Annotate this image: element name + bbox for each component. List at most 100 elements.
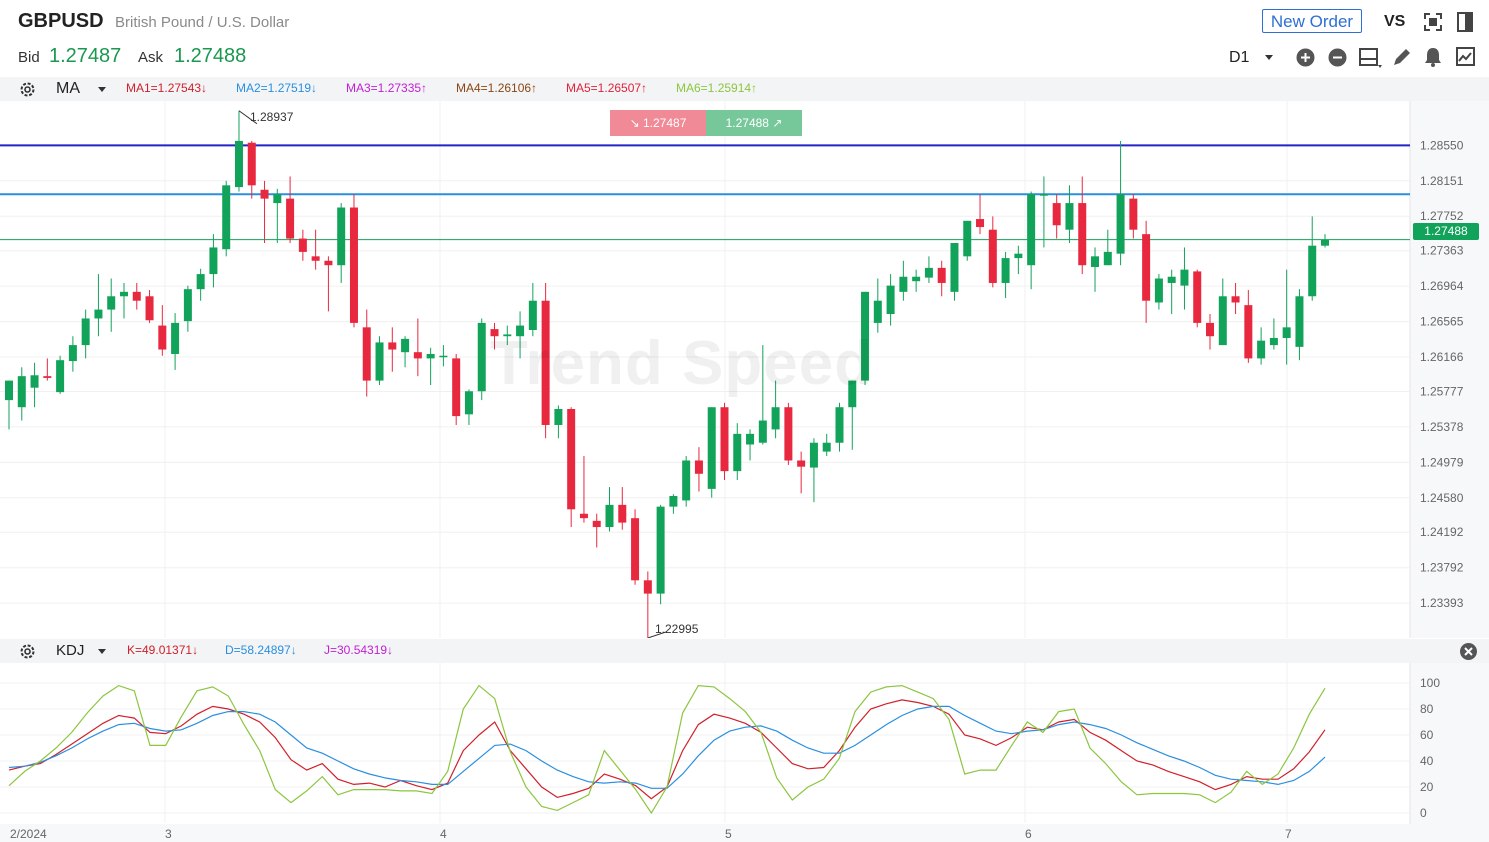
candle-body bbox=[107, 296, 116, 310]
candle-body bbox=[56, 360, 65, 393]
chevron-down-icon[interactable] bbox=[97, 86, 107, 93]
fullscreen-icon[interactable] bbox=[1424, 13, 1442, 31]
x-tick-label: 6 bbox=[1025, 827, 1032, 841]
buy-price-box[interactable]: 1.27488 ↗ bbox=[706, 110, 802, 136]
plot-area bbox=[0, 101, 1410, 638]
kdj-chart[interactable]: 100 80 60 40 20 0 2/2024 3 4 5 6 7 bbox=[0, 663, 1489, 842]
candle-body bbox=[937, 267, 946, 283]
y-tick-label: 1.25777 bbox=[1420, 385, 1464, 399]
candle-body bbox=[1065, 203, 1074, 230]
chevron-down-icon[interactable] bbox=[1264, 54, 1274, 62]
candle-body bbox=[809, 442, 818, 468]
new-order-button[interactable]: New Order bbox=[1262, 9, 1362, 33]
candle-body bbox=[337, 207, 346, 266]
x-tick-label: 4 bbox=[440, 827, 447, 841]
sell-price-box[interactable]: ↘ 1.27487 bbox=[610, 110, 706, 136]
candle-body bbox=[183, 289, 192, 322]
candle-body bbox=[656, 506, 665, 594]
candle-body bbox=[324, 260, 333, 266]
candle-body bbox=[119, 291, 128, 297]
candle-body bbox=[1154, 278, 1163, 303]
draw-pencil-icon[interactable] bbox=[1392, 48, 1410, 67]
kdj-indicator-select[interactable]: KDJ bbox=[56, 642, 85, 659]
y-tick-label: 1.27363 bbox=[1420, 244, 1464, 258]
panel-toggle-icon[interactable] bbox=[1457, 12, 1473, 32]
buy-arrow-icon: ↗ bbox=[772, 116, 783, 130]
kdj-settings-gear-icon[interactable] bbox=[19, 643, 36, 660]
y-tick-label: 1.24979 bbox=[1420, 455, 1464, 469]
kdj-series-j bbox=[8, 684, 1326, 815]
candle-body bbox=[912, 276, 921, 282]
candle-body bbox=[682, 460, 691, 501]
ma-settings-gear-icon[interactable] bbox=[19, 81, 36, 98]
kdj-y-tick-label: 80 bbox=[1420, 702, 1434, 716]
x-tick-label: 3 bbox=[165, 827, 172, 841]
candle-body bbox=[950, 243, 959, 292]
candle-body bbox=[1308, 245, 1317, 297]
candle-body bbox=[618, 504, 627, 523]
bid-value: 1.27487 bbox=[49, 45, 122, 67]
candle-body bbox=[1091, 256, 1100, 267]
kdj-axis bbox=[1410, 663, 1489, 842]
high-marker-line bbox=[238, 110, 258, 125]
candle-body bbox=[1116, 194, 1125, 254]
candle-body bbox=[631, 518, 640, 581]
candle-body bbox=[1295, 296, 1304, 347]
candle-body bbox=[286, 198, 295, 239]
candle-body bbox=[388, 342, 397, 350]
price-chart[interactable]: 1.28550 1.28151 1.27752 1.27363 1.26964 1.265… bbox=[0, 101, 1489, 638]
candle-body bbox=[592, 520, 601, 528]
x-tick-label: 7 bbox=[1285, 827, 1292, 841]
candle-body bbox=[311, 256, 320, 261]
candle-body bbox=[260, 189, 269, 199]
candle-body bbox=[1001, 258, 1010, 283]
candle-body bbox=[426, 353, 435, 359]
chart-type-icon[interactable] bbox=[1359, 47, 1383, 69]
candle-body bbox=[477, 322, 486, 392]
zoom-in-icon[interactable] bbox=[1296, 48, 1315, 67]
ma-indicator-select[interactable]: MA bbox=[56, 80, 80, 97]
candle-body bbox=[5, 380, 13, 401]
ma-indicator-bar: MA MA1=1.27543↓ MA2=1.27519↓ MA3=1.27335… bbox=[0, 77, 1489, 101]
kdj-j-value: J=30.54319↓ bbox=[324, 643, 394, 657]
indicator-chart-icon[interactable] bbox=[1456, 47, 1476, 67]
candle-body bbox=[1231, 296, 1240, 303]
timeframe-select[interactable]: D1 bbox=[1229, 49, 1250, 66]
candle-body bbox=[1193, 271, 1202, 323]
candle-body bbox=[1218, 296, 1227, 346]
candle-body bbox=[886, 285, 895, 315]
header-bar: GBPUSD British Pound / U.S. Dollar Bid 1… bbox=[0, 0, 1489, 76]
y-tick-label: 1.25378 bbox=[1420, 420, 1464, 434]
candle-body bbox=[720, 407, 729, 472]
last-price-label: 1.27488 bbox=[1413, 223, 1479, 240]
candle-body bbox=[1027, 194, 1036, 266]
kdj-indicator-bar: KDJ K=49.01371↓ D=58.24897↓ J=30.54319↓ bbox=[0, 639, 1489, 663]
x-tick-label: 5 bbox=[725, 827, 732, 841]
candle-body bbox=[401, 338, 410, 353]
y-tick-label: 1.24192 bbox=[1420, 525, 1464, 539]
zoom-out-icon[interactable] bbox=[1328, 48, 1347, 67]
close-icon[interactable] bbox=[1460, 643, 1477, 660]
y-tick-label: 1.26964 bbox=[1420, 279, 1464, 293]
watermark: Trend Speed bbox=[490, 329, 874, 398]
candle-body bbox=[835, 407, 844, 443]
alert-bell-icon[interactable] bbox=[1424, 47, 1442, 67]
candle-body bbox=[733, 433, 742, 472]
candle-body bbox=[899, 276, 908, 292]
candle-body bbox=[222, 185, 231, 250]
candle-body bbox=[822, 442, 831, 452]
ma5-value: MA5=1.26507↑ bbox=[566, 81, 648, 95]
y-tick-label: 1.24580 bbox=[1420, 491, 1464, 505]
candle-body bbox=[963, 220, 972, 257]
vs-button[interactable]: VS bbox=[1384, 13, 1406, 30]
low-price-label: 1.22995 bbox=[655, 622, 699, 636]
chevron-down-icon[interactable] bbox=[97, 648, 107, 655]
candle-body bbox=[873, 300, 882, 323]
y-tick-label: 1.28151 bbox=[1420, 174, 1464, 188]
candle-body bbox=[541, 300, 550, 425]
candle-body bbox=[81, 318, 90, 346]
candle-body bbox=[516, 325, 525, 337]
candle-body bbox=[797, 460, 806, 467]
candle-body bbox=[694, 460, 703, 474]
kdj-y-tick-label: 0 bbox=[1420, 806, 1427, 820]
